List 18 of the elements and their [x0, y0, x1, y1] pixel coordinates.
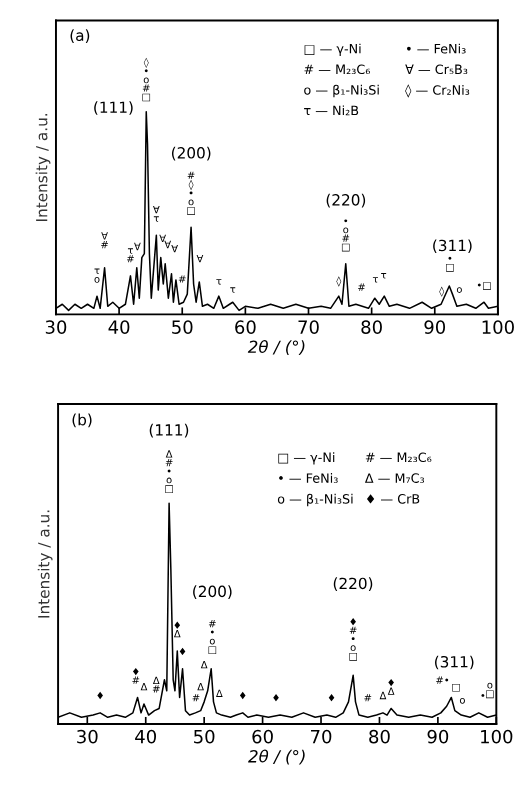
x-tick-label: 60 — [252, 729, 273, 744]
x-axis-title: 2θ / (°) — [247, 340, 305, 356]
x-tick-label: 90 — [427, 729, 449, 744]
x-tick-label: 60 — [235, 320, 256, 334]
x-axis-title: 2θ / (°) — [248, 749, 305, 765]
x-tick-label: 80 — [369, 729, 390, 744]
x-tick-label: 40 — [135, 729, 157, 744]
x-tick-label: 80 — [361, 320, 382, 334]
x-tick-label: 30 — [77, 729, 98, 744]
x-tick-label: 90 — [424, 320, 446, 334]
x-tick-label: 30 — [45, 320, 67, 334]
x-tick-label: 70 — [311, 729, 332, 744]
x-tick-label: 40 — [108, 320, 130, 334]
x-tick-label: 50 — [172, 320, 193, 334]
x-tick-label: 70 — [298, 320, 319, 334]
x-tick-label: 100 — [481, 729, 513, 744]
x-tick-label: 50 — [194, 729, 215, 744]
x-tick-label: 100 — [482, 320, 514, 334]
